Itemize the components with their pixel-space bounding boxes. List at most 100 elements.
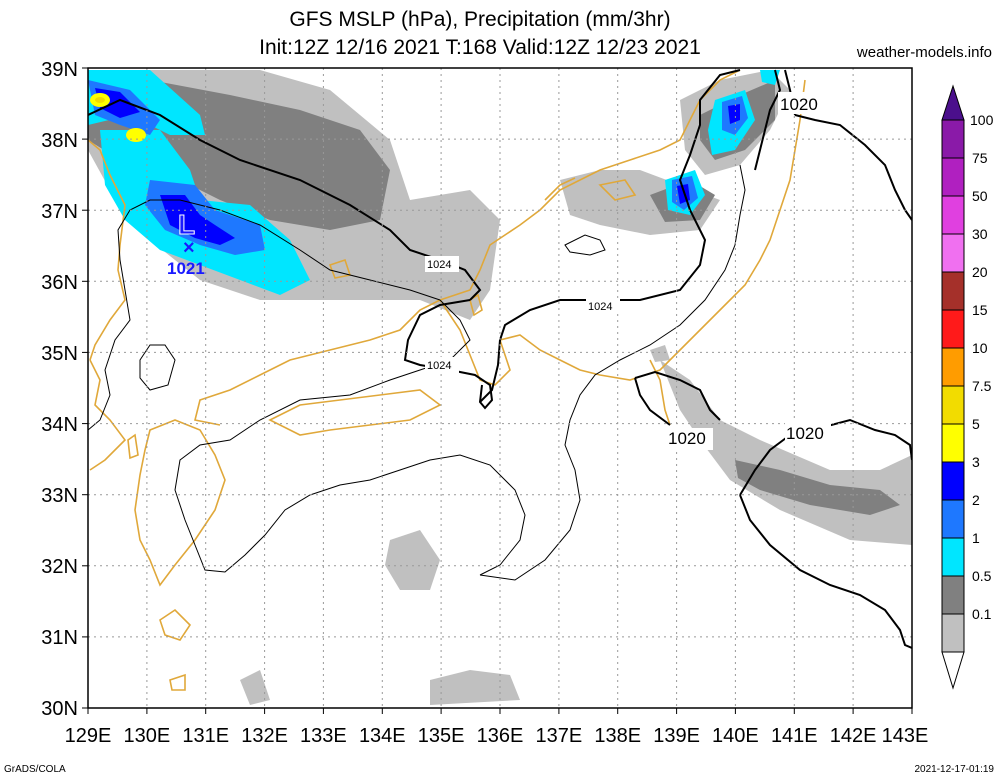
lat-label: 38N [41,130,78,152]
coast-honshu-pacific [499,79,806,381]
isobar-1020-thick-b [634,377,671,426]
precip-3-northeast [728,104,740,124]
precip-7_5-cell-a [95,97,105,103]
colorbar-label: 0.1 [972,606,992,622]
site-label: weather-models.info [856,44,992,61]
colorbar-bottom-arrow [941,651,965,690]
colorbar-swatch-100 [941,119,965,159]
isobar-label-bg-1 [778,92,824,114]
isobar-1020-thick-ne [754,69,782,171]
coast-tsushima [127,433,139,460]
colorbar-swatch-2 [941,499,965,539]
colorbar-label: 75 [972,150,988,166]
coast-sado [598,179,637,201]
isobar-1024-korea-loop [139,344,176,391]
isobar-label-bg-2 [425,256,459,272]
colorbar-swatch-20 [941,271,965,311]
generation-timestamp: 2021-12-17-01:19 [914,764,994,775]
lon-label: 130E [124,725,171,747]
isobar-1024-thin-c [479,164,746,581]
colorbar-swatch-7_5 [941,385,965,425]
colorbar-swatch-15 [941,309,965,349]
colorbar-swatch-10 [941,347,965,387]
lon-label: 142E [830,725,877,747]
low-marker-icon: × [183,237,195,259]
lat-label: 37N [41,201,78,223]
coast-izu [649,359,671,426]
coast-biwa [469,293,483,317]
coast-honshu-west [194,299,441,426]
colorbar-swatch-5 [941,423,965,463]
coast-noto [544,177,576,201]
coast-honshu-north [439,69,741,301]
lon-label: 136E [477,725,524,747]
isobar-label-1020-a: 1020 [668,429,706,448]
colorbar-label: 20 [972,264,988,280]
low-pressure-center: L × 1021 [167,209,205,279]
precip-0_1-south3 [240,670,270,705]
colorbar-swatch-50 [941,195,965,235]
colorbar-label: 15 [972,302,988,318]
colorbar-swatch-30 [941,233,965,273]
isobar-1024-thick-a [88,98,482,301]
lon-label: 143E [882,725,929,747]
lon-labels: 129E 130E 131E 132E 133E 134E 135E 136E … [65,725,929,747]
colorbar-label: 50 [972,188,988,204]
isobars [88,69,912,649]
isobar-label-bg-4 [425,357,459,373]
precip-0_5-east [735,460,900,515]
coastlines [88,69,806,691]
coast-kyushu [134,419,226,587]
isobar-1020-thick-east [634,370,721,421]
coast-shikoku [268,389,442,436]
axis-ticks [82,67,913,714]
colorbar-label: 5 [972,416,980,432]
lat-labels: 39N 38N 37N 36N 35N 34N 33N 32N 31N 30N [41,59,78,720]
precip-5-cell-b [126,128,146,142]
lon-label: 135E [418,725,465,747]
isobar-label-bg-3 [586,298,620,314]
chart-subtitle: Init:12Z 12/16 2021 T:168 Valid:12Z 12/2… [259,36,701,59]
colorbar: 100 75 50 30 20 15 10 7.5 5 3 2 1 0.5 0.… [941,84,994,690]
lat-label: 31N [41,627,78,649]
isobar-1020-thick-c [739,418,912,496]
colorbar-swatch-1 [941,537,965,577]
isobar-label-1024-c: 1024 [427,360,451,372]
lon-label: 139E [653,725,700,747]
colorbar-top-arrow [941,84,965,121]
precip-1-northwest-a [88,70,205,135]
lon-label: 138E [594,725,641,747]
colorbar-label: 1 [972,530,980,546]
coast-korea-south [89,359,127,471]
coast-kii [439,299,511,386]
lon-label: 137E [536,725,583,747]
isobar-label-1020-ne: 1020 [780,95,818,114]
precip-0_1-south2 [430,670,520,705]
colorbar-swatch-0_5 [941,575,965,615]
isobar-label-bg-5 [667,428,713,450]
colorbar-label: 30 [972,226,988,242]
lon-label: 141E [771,725,818,747]
isobar-label-1024-a: 1024 [427,259,451,271]
lon-label: 129E [65,725,112,747]
colorbar-label: 3 [972,454,980,470]
lon-label: 140E [712,725,759,747]
lat-label: 30N [41,698,78,720]
lon-label: 131E [182,725,229,747]
software-credit: GrADS/COLA [4,764,66,775]
colorbar-label: 10 [972,340,988,356]
chart-title: GFS MSLP (hPa), Precipitation (mm/3hr) [289,8,671,31]
colorbar-label: 7.5 [972,378,992,394]
lon-label: 134E [359,725,406,747]
lat-label: 33N [41,485,78,507]
isobar-1024-small-loop [564,234,606,256]
isobar-label-bg-6 [785,422,831,444]
precip-3-northwest-b [160,195,235,245]
low-symbol: L [178,209,195,240]
isobar-1020-thick-ne2 [794,114,912,221]
colorbar-label: 100 [970,112,994,128]
lat-label: 36N [41,272,78,294]
isobar-label-1024-b: 1024 [588,301,612,313]
lat-label: 34N [41,414,78,436]
